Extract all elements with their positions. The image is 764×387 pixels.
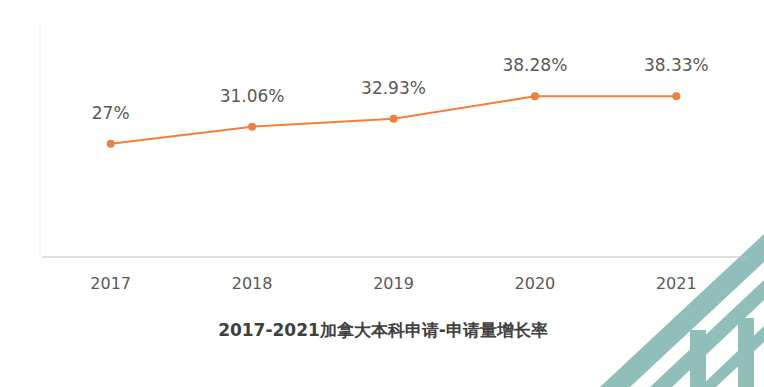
x-tick-label: 2019 (373, 274, 414, 293)
x-tick-label: 2017 (90, 274, 131, 293)
y-axis-line (40, 22, 41, 257)
plot-area (107, 92, 681, 148)
data-label: 32.93% (361, 78, 426, 98)
line-marker (248, 123, 256, 131)
decoration-stripe (650, 280, 764, 387)
line-marker (672, 92, 680, 100)
chart-title: 2017-2021加拿大本科申请-申请量增长率 (218, 320, 548, 340)
x-tick-label: 2018 (232, 274, 273, 293)
line-marker (107, 140, 115, 148)
data-label: 38.33% (644, 55, 709, 75)
x-axis-line (42, 257, 747, 258)
chart-svg: 2017 2018 2019 2020 2021 27% 31.06% 32.93% 38.28… (0, 0, 764, 387)
data-label: 31.06% (220, 86, 285, 106)
decoration-stripe (690, 330, 706, 387)
data-label: 38.28% (502, 55, 567, 75)
line-marker (390, 115, 398, 123)
decoration-stripe (700, 326, 764, 387)
x-tick-label: 2020 (515, 274, 556, 293)
line-marker (531, 92, 539, 100)
line-series (111, 96, 677, 144)
data-label: 27% (92, 103, 130, 123)
chart-container: 2017 2018 2019 2020 2021 27% 31.06% 32.93% 38.28… (0, 0, 764, 387)
x-tick-label: 2021 (656, 274, 697, 293)
